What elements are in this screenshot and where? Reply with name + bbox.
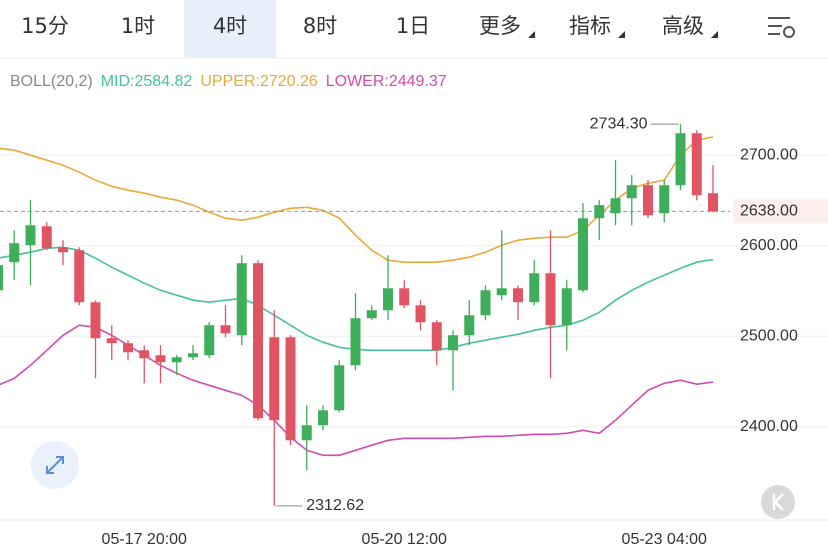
back-button[interactable] (761, 485, 795, 519)
candle-body (399, 288, 410, 306)
y-tick-label: 2700.00 (740, 146, 798, 163)
max-label: 2734.30 (590, 115, 648, 132)
candle-body (106, 338, 117, 344)
boll-upper-line (0, 136, 714, 263)
candle-body (269, 337, 280, 421)
last-price-bg (733, 199, 828, 224)
candle-body (578, 218, 588, 291)
candle-body (464, 315, 475, 336)
candle-body (236, 263, 247, 336)
y-tick-label: 2500.00 (740, 327, 798, 344)
candle-body (643, 185, 653, 216)
candle-body (675, 133, 686, 186)
tab[interactable]: 1日 (396, 14, 430, 38)
min-label: 2312.62 (306, 497, 364, 514)
tab[interactable]: 15分 (21, 14, 69, 38)
candle-body (610, 198, 621, 214)
y-tick-label: 2600.00 (740, 237, 798, 254)
candle-body (334, 365, 345, 411)
menu[interactable]: 更多 (479, 14, 521, 38)
candle-body (318, 410, 328, 426)
candle-body (220, 325, 231, 334)
tab-selected-bg (184, 0, 276, 58)
last-price-label: 2638.00 (740, 203, 798, 220)
candle-body (561, 288, 572, 326)
candle-body (58, 247, 68, 253)
indicator-label: UPPER:2720.26 (200, 73, 318, 90)
candle-body (9, 243, 20, 263)
menu[interactable]: 高级 (662, 14, 704, 38)
candle-body (0, 265, 3, 291)
candle-body (691, 133, 702, 196)
candle-body (123, 343, 133, 353)
tab[interactable]: 4时 (213, 14, 247, 38)
candle-body (25, 225, 36, 246)
candle-body (350, 318, 361, 366)
x-tick-label: 05-17 20:00 (102, 531, 188, 548)
candle-body (659, 185, 670, 214)
candle-body (301, 425, 312, 441)
dropdown-arrow (618, 31, 625, 38)
candle-body (74, 250, 85, 303)
candle-body (448, 335, 458, 351)
candle-body (253, 263, 263, 419)
candle-body (139, 350, 150, 359)
candle-body (171, 357, 182, 363)
candle-body (188, 353, 198, 358)
candle-body (285, 337, 296, 441)
tab[interactable]: 8时 (303, 14, 337, 38)
indicator-label: LOWER:2449.37 (326, 73, 447, 90)
x-tick-label: 05-20 12:00 (362, 531, 448, 548)
candle-body (431, 322, 442, 351)
expand-button[interactable] (31, 441, 79, 489)
candle-body (155, 355, 166, 363)
candle-body (480, 290, 491, 316)
tab[interactable]: 1时 (121, 14, 155, 38)
candle-body (626, 185, 637, 199)
candle-body (204, 325, 215, 356)
candle-body (496, 288, 507, 296)
dropdown-arrow (528, 31, 535, 38)
candle-body (594, 205, 605, 219)
candle-body (545, 273, 556, 326)
candle-body (513, 288, 523, 303)
candle-body (708, 193, 718, 212)
indicator-label: MID:2584.82 (101, 73, 193, 90)
candle-body (415, 305, 426, 323)
boll-lower-line (0, 324, 714, 457)
y-tick-label: 2400.00 (740, 418, 798, 435)
candle-body (383, 288, 393, 311)
indicator-label: BOLL(20,2) (10, 73, 93, 90)
candle-body (366, 310, 377, 319)
candle-body (90, 302, 101, 339)
settings-icon[interactable] (768, 17, 795, 38)
dropdown-arrow (711, 31, 718, 38)
candle-body (529, 273, 540, 303)
x-tick-label: 05-23 04:00 (622, 531, 708, 548)
candle-body (41, 226, 52, 249)
menu[interactable]: 指标 (569, 14, 611, 38)
